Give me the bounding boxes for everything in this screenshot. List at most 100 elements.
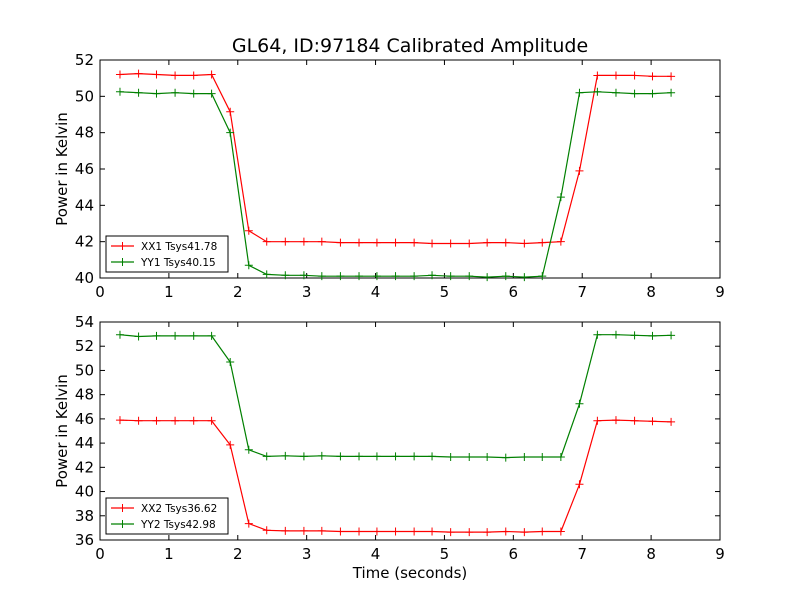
data-point-marker (226, 128, 235, 137)
y-tick-label: 50 (75, 87, 94, 105)
data-point-marker (244, 519, 253, 528)
data-point-marker (446, 239, 455, 248)
data-point-marker (648, 89, 657, 98)
data-point-marker (556, 237, 565, 246)
data-point-marker (538, 238, 547, 247)
y-tick-label: 46 (75, 160, 94, 178)
data-point-marker (630, 71, 639, 80)
y-tick-label: 42 (75, 458, 94, 476)
data-point-marker (171, 71, 180, 80)
data-point-marker (152, 89, 161, 98)
data-point-marker (262, 270, 271, 279)
legend-label: YY2 Tsys42.98 (140, 519, 216, 531)
y-tick-label: 46 (75, 410, 94, 428)
data-point-marker (483, 238, 492, 247)
data-point-marker (281, 451, 290, 460)
y-tick-label: 54 (75, 313, 94, 331)
data-point-marker (207, 89, 216, 98)
data-point-marker (134, 332, 143, 341)
data-point-marker (115, 330, 124, 339)
y-tick-label: 48 (75, 124, 94, 142)
legend-marker (118, 258, 127, 266)
legend-label: YY1 Tsys40.15 (140, 257, 216, 269)
data-point-marker (667, 88, 676, 97)
data-point-marker (428, 239, 437, 248)
data-point-marker (189, 331, 198, 340)
data-point-marker (355, 272, 364, 281)
data-point-marker (611, 416, 620, 425)
x-tick-label: 1 (164, 283, 174, 301)
data-point-marker (281, 271, 290, 280)
data-point-marker (428, 271, 437, 280)
data-point-marker (171, 88, 180, 97)
data-point-marker (317, 451, 326, 460)
data-point-marker (115, 416, 124, 425)
data-point-marker (630, 416, 639, 425)
y-tick-label: 52 (75, 337, 94, 355)
data-point-marker (593, 87, 602, 96)
data-point-marker (483, 453, 492, 462)
x-tick-label: 6 (509, 545, 519, 563)
data-point-marker (152, 331, 161, 340)
y-tick-label: 38 (75, 507, 94, 525)
data-point-marker (372, 527, 381, 536)
data-point-marker (667, 72, 676, 81)
data-point-marker (262, 526, 271, 535)
x-tick-label: 6 (509, 283, 519, 301)
x-tick-label: 1 (164, 545, 174, 563)
x-tick-label: 5 (440, 283, 450, 301)
data-point-marker (667, 417, 676, 426)
data-point-marker (428, 527, 437, 536)
data-point-marker (410, 527, 419, 536)
data-point-marker (483, 528, 492, 537)
data-point-marker (281, 526, 290, 535)
data-point-marker (446, 528, 455, 537)
data-point-marker (171, 331, 180, 340)
data-point-marker (336, 452, 345, 461)
data-point-marker (648, 331, 657, 340)
data-point-marker (299, 526, 308, 535)
legend-label: XX2 Tsys36.62 (141, 503, 217, 515)
data-point-marker (244, 226, 253, 235)
data-point-marker (134, 69, 143, 78)
data-point-marker (391, 527, 400, 536)
x-tick-label: 3 (302, 545, 312, 563)
data-point-marker (336, 527, 345, 536)
data-point-marker (391, 238, 400, 247)
data-point-marker (226, 440, 235, 449)
data-point-marker (391, 452, 400, 461)
data-point-marker (207, 331, 216, 340)
data-point-marker (593, 416, 602, 425)
bottom-subplot: 0 1 2 3 4 5 6 7 8 9 36 38 40 42 44 46 48 50 52 54 Power in K… (53, 313, 725, 582)
data-point-marker (520, 528, 529, 537)
y-tick-label: 36 (75, 531, 94, 549)
data-point-marker (410, 238, 419, 247)
data-point-marker (226, 107, 235, 116)
legend-marker (118, 242, 127, 250)
data-point-marker (372, 452, 381, 461)
top-subplot: 0 1 2 3 4 5 6 7 8 9 40 42 44 46 48 50 52 Power in Kelvin X… (53, 51, 725, 301)
x-tick-label: 2 (233, 283, 243, 301)
data-point-marker (355, 452, 364, 461)
data-point-marker (483, 273, 492, 282)
data-point-marker (501, 272, 510, 281)
legend-box (105, 497, 229, 535)
data-point-marker (630, 331, 639, 340)
data-point-marker (520, 453, 529, 462)
data-point-marker (189, 71, 198, 80)
data-point-marker (465, 453, 474, 462)
data-point-marker (134, 416, 143, 425)
data-point-marker (299, 237, 308, 246)
data-point-marker (207, 70, 216, 79)
data-point-marker (667, 331, 676, 340)
data-point-marker (317, 526, 326, 535)
data-point-marker (648, 72, 657, 81)
x-axis-label: Time (seconds) (352, 564, 468, 582)
legend-label: XX1 Tsys41.78 (141, 241, 217, 253)
data-point-marker (226, 357, 235, 366)
data-point-marker (611, 71, 620, 80)
legend-marker (118, 504, 127, 512)
data-point-marker (611, 88, 620, 97)
x-tick-label: 4 (371, 545, 381, 563)
